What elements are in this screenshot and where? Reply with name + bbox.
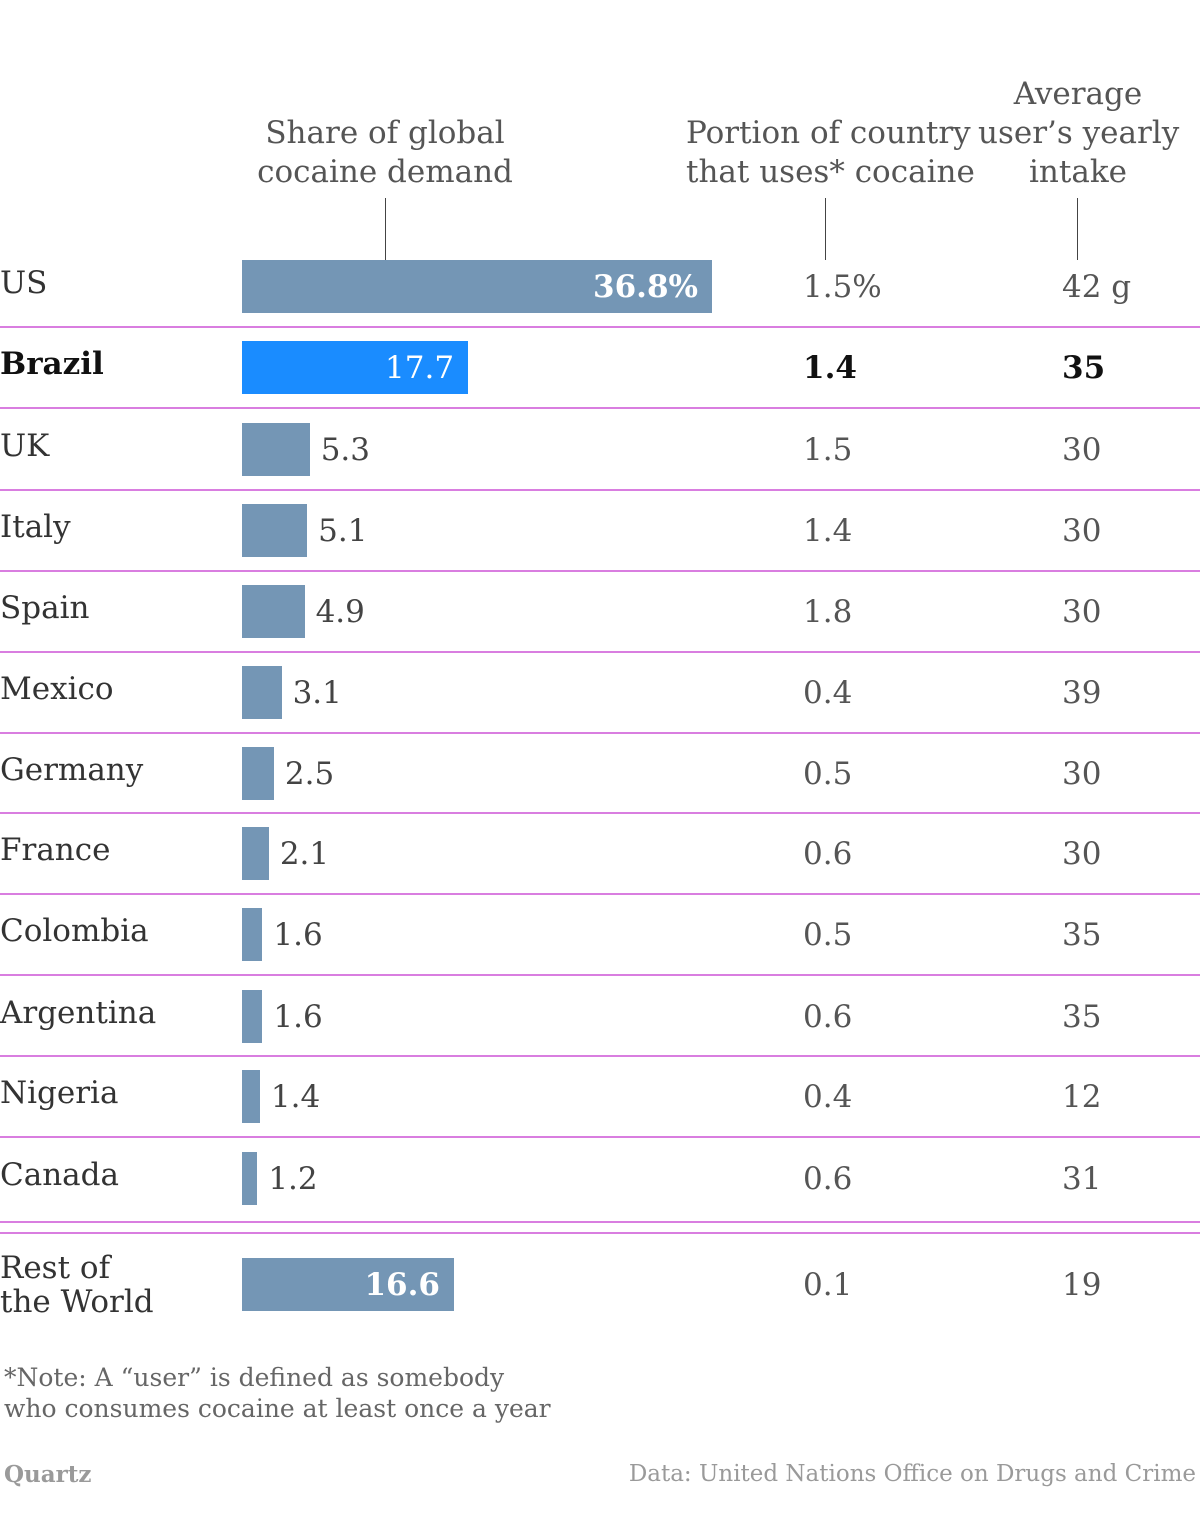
bar-value-label: 5.3 [320, 431, 370, 468]
portion-value: 0.6 [803, 835, 853, 872]
bar-value-label: 1.2 [268, 1160, 318, 1197]
bar [242, 908, 263, 961]
portion-value: 1.4 [803, 349, 857, 386]
portion-value: 1.5% [803, 268, 882, 305]
header-intake-line-1: Average [1013, 76, 1143, 112]
intake-value: 35 [1062, 349, 1106, 386]
intake-value: 30 [1062, 512, 1102, 549]
portion-value: 0.6 [803, 1160, 853, 1197]
country-label: Mexico [0, 670, 114, 707]
intake-value: 30 [1062, 835, 1102, 872]
row-divider [0, 1055, 1200, 1057]
bar-value-label: 36.8% [593, 268, 698, 305]
country-label: UK [0, 427, 50, 464]
row-divider [0, 732, 1200, 734]
intake-value: 39 [1062, 674, 1102, 711]
intake-value: 31 [1062, 1160, 1102, 1197]
row-divider [0, 1221, 1200, 1223]
intake-value: 30 [1062, 593, 1102, 630]
country-label: Nigeria [0, 1074, 119, 1111]
country-label: Canada [0, 1156, 119, 1193]
country-label: Italy [0, 508, 71, 545]
header-share: Share of global cocaine demand [242, 114, 528, 192]
row-divider [0, 1232, 1200, 1234]
header-share-line-2: cocaine demand [257, 154, 513, 190]
bar-value-label: 4.9 [315, 593, 365, 630]
portion-value: 0.6 [803, 998, 853, 1035]
country-label: France [0, 831, 111, 868]
bar [242, 1258, 454, 1311]
intake-value: 42 g [1062, 268, 1132, 305]
row-divider [0, 893, 1200, 895]
header-share-tick [385, 198, 386, 260]
country-label-line: Rest of [0, 1249, 111, 1286]
intake-value: 19 [1062, 1266, 1102, 1303]
bar-value-label: 5.1 [318, 512, 368, 549]
intake-value: 12 [1062, 1078, 1102, 1115]
header-portion-tick [825, 198, 826, 260]
portion-value: 0.4 [803, 674, 853, 711]
bar-value-label: 1.6 [273, 916, 323, 953]
header-share-line-1: Share of global [265, 115, 505, 151]
bar-value-label: 1.4 [270, 1078, 321, 1115]
row-divider [0, 407, 1200, 409]
bar [242, 1152, 258, 1205]
bar [242, 1070, 260, 1123]
bar [242, 585, 305, 638]
country-label: Rest of the World [0, 1251, 154, 1319]
brand-logo: Quartz [4, 1461, 92, 1488]
header-portion: Portion of country that uses* cocaine [686, 114, 975, 192]
header-intake-tick [1077, 198, 1078, 260]
header-intake-line-3: intake [1029, 154, 1127, 190]
footnote-line-2: who consumes cocaine at least once a yea… [4, 1394, 551, 1423]
bar [242, 666, 282, 719]
row-divider [0, 489, 1200, 491]
bar [242, 827, 269, 880]
country-label: Germany [0, 751, 144, 788]
portion-value: 0.5 [803, 755, 853, 792]
country-label: Spain [0, 589, 90, 626]
country-label: Colombia [0, 912, 149, 949]
intake-value: 30 [1062, 431, 1102, 468]
row-divider [0, 812, 1200, 814]
portion-value: 0.4 [803, 1078, 853, 1115]
row-divider [0, 570, 1200, 572]
country-label: Argentina [0, 994, 157, 1031]
row-divider [0, 974, 1200, 976]
bar-value-label: 3.1 [292, 674, 342, 711]
intake-value: 35 [1062, 916, 1102, 953]
portion-value: 1.5 [803, 431, 853, 468]
bar-value-label: 2.5 [284, 755, 335, 792]
bar-value-label: 17.7 [385, 349, 455, 386]
intake-value: 35 [1062, 998, 1102, 1035]
row-divider [0, 1136, 1200, 1138]
bar [242, 990, 263, 1043]
bar-value-label: 1.6 [273, 998, 323, 1035]
portion-value: 0.1 [803, 1266, 853, 1303]
bar [242, 341, 469, 394]
country-label: US [0, 264, 48, 301]
bar-value-label: 2.1 [279, 835, 330, 872]
bar [242, 423, 310, 476]
header-portion-line-2: that uses* cocaine [686, 154, 975, 190]
row-divider [0, 326, 1200, 328]
bar [242, 260, 712, 313]
row-divider [0, 651, 1200, 653]
intake-value: 30 [1062, 755, 1102, 792]
header-portion-line-1: Portion of country [686, 115, 971, 151]
portion-value: 1.4 [803, 512, 853, 549]
header-intake: Average user’s yearly intake [978, 75, 1180, 192]
country-label-line: the World [0, 1283, 154, 1320]
bar-value-label: 16.6 [364, 1266, 440, 1303]
country-label: Brazil [0, 345, 104, 382]
header-intake-line-2: user’s yearly [978, 115, 1180, 151]
footnote-line-1: *Note: A “user” is defined as somebody [4, 1363, 505, 1392]
bar [242, 504, 308, 557]
portion-value: 0.5 [803, 916, 853, 953]
bar [242, 747, 274, 800]
source-credit: Data: United Nations Office on Drugs and… [628, 1461, 1196, 1487]
footnote: *Note: A “user” is defined as somebody w… [4, 1362, 551, 1424]
portion-value: 1.8 [803, 593, 853, 630]
